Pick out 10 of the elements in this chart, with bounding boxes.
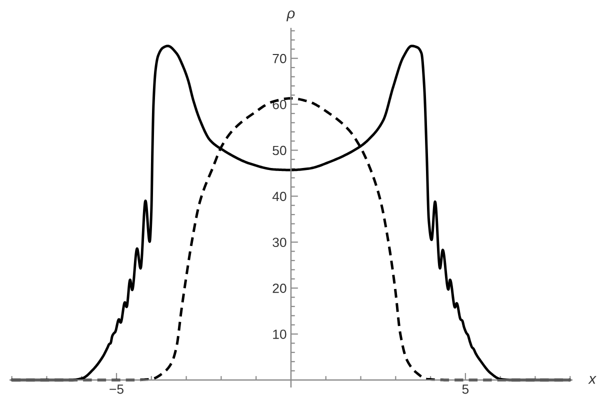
y-axis-title: ρ — [286, 10, 295, 22]
y-tick-label: 30 — [272, 238, 286, 248]
y-tick-label: 10 — [273, 330, 286, 339]
x-tick-label: 5 — [462, 384, 469, 394]
y-tick-label: 50 — [272, 146, 286, 156]
y-tick-label: 40 — [272, 192, 286, 202]
y-tick-label: 20 — [272, 284, 286, 293]
x-tick-label: −5 — [110, 384, 124, 394]
y-tick-label: 70 — [272, 54, 286, 64]
x-axis-title: x — [588, 376, 596, 384]
